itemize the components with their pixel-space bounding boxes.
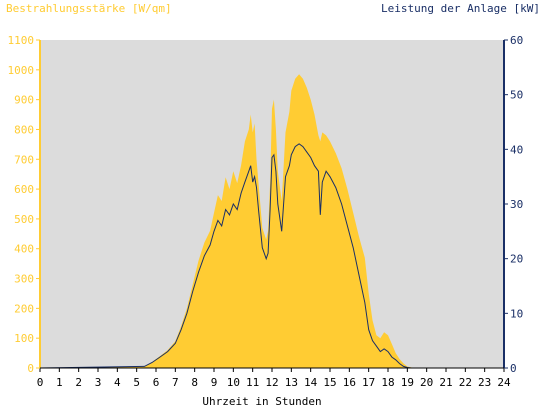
right-tick-label: 40 <box>510 143 523 156</box>
x-tick-label: 20 <box>420 376 433 389</box>
left-tick-label: 100 <box>14 332 34 345</box>
x-tick-label: 21 <box>439 376 452 389</box>
x-tick-label: 13 <box>285 376 298 389</box>
x-tick-label: 10 <box>227 376 240 389</box>
right-tick-label: 10 <box>510 307 523 320</box>
x-tick-label: 23 <box>478 376 491 389</box>
left-tick-label: 500 <box>14 213 34 226</box>
left-tick-label: 1000 <box>8 64 35 77</box>
right-tick-label: 20 <box>510 253 523 266</box>
left-axis-ticks: 0 100 200 300 400 500 600 700 800 900 1000 1100 <box>8 34 40 375</box>
x-tick-label: 0 <box>37 376 44 389</box>
x-tick-label: 11 <box>246 376 259 389</box>
x-tick-label: 6 <box>153 376 160 389</box>
left-tick-label: 600 <box>14 183 34 196</box>
x-axis-title: Uhrzeit in Stunden <box>202 395 321 408</box>
right-tick-label: 50 <box>510 89 523 102</box>
x-tick-label: 22 <box>459 376 472 389</box>
right-axis-ticks: 0 10 20 30 40 50 60 <box>504 34 523 375</box>
x-tick-label: 24 <box>497 376 511 389</box>
right-tick-label: 60 <box>510 34 523 47</box>
irradiance-area <box>40 74 504 369</box>
x-tick-label: 8 <box>191 376 198 389</box>
right-axis-title: Leistung der Anlage [kW] <box>381 2 540 15</box>
x-tick-label: 16 <box>343 376 356 389</box>
x-tick-label: 2 <box>75 376 82 389</box>
left-tick-label: 700 <box>14 153 34 166</box>
x-tick-label: 18 <box>381 376 394 389</box>
x-tick-label: 9 <box>211 376 218 389</box>
right-tick-label: 30 <box>510 198 523 211</box>
x-tick-label: 5 <box>133 376 140 389</box>
x-tick-label: 15 <box>323 376 336 389</box>
right-tick-label: 0 <box>510 362 517 375</box>
left-tick-label: 0 <box>27 362 34 375</box>
x-tick-label: 3 <box>95 376 102 389</box>
left-axis-title: Bestrahlungsstärke [W/qm] <box>6 2 172 15</box>
x-tick-label: 4 <box>114 376 121 389</box>
left-tick-label: 800 <box>14 123 34 136</box>
x-tick-label: 7 <box>172 376 179 389</box>
power-line <box>39 143 504 369</box>
x-tick-label: 17 <box>362 376 375 389</box>
left-tick-label: 300 <box>14 273 34 286</box>
left-tick-label: 400 <box>14 243 34 256</box>
x-tick-label: 1 <box>56 376 63 389</box>
x-tick-label: 12 <box>265 376 278 389</box>
left-tick-label: 200 <box>14 302 34 315</box>
x-axis-ticks: 0 1 2 3 4 5 6 7 8 9 10 11 12 13 14 15 16 17 18 19 20 21 22 23 24 <box>37 368 511 389</box>
x-tick-label: 19 <box>401 376 414 389</box>
left-tick-label: 1100 <box>8 34 35 47</box>
x-tick-label: 14 <box>304 376 318 389</box>
left-tick-label: 900 <box>14 94 34 107</box>
